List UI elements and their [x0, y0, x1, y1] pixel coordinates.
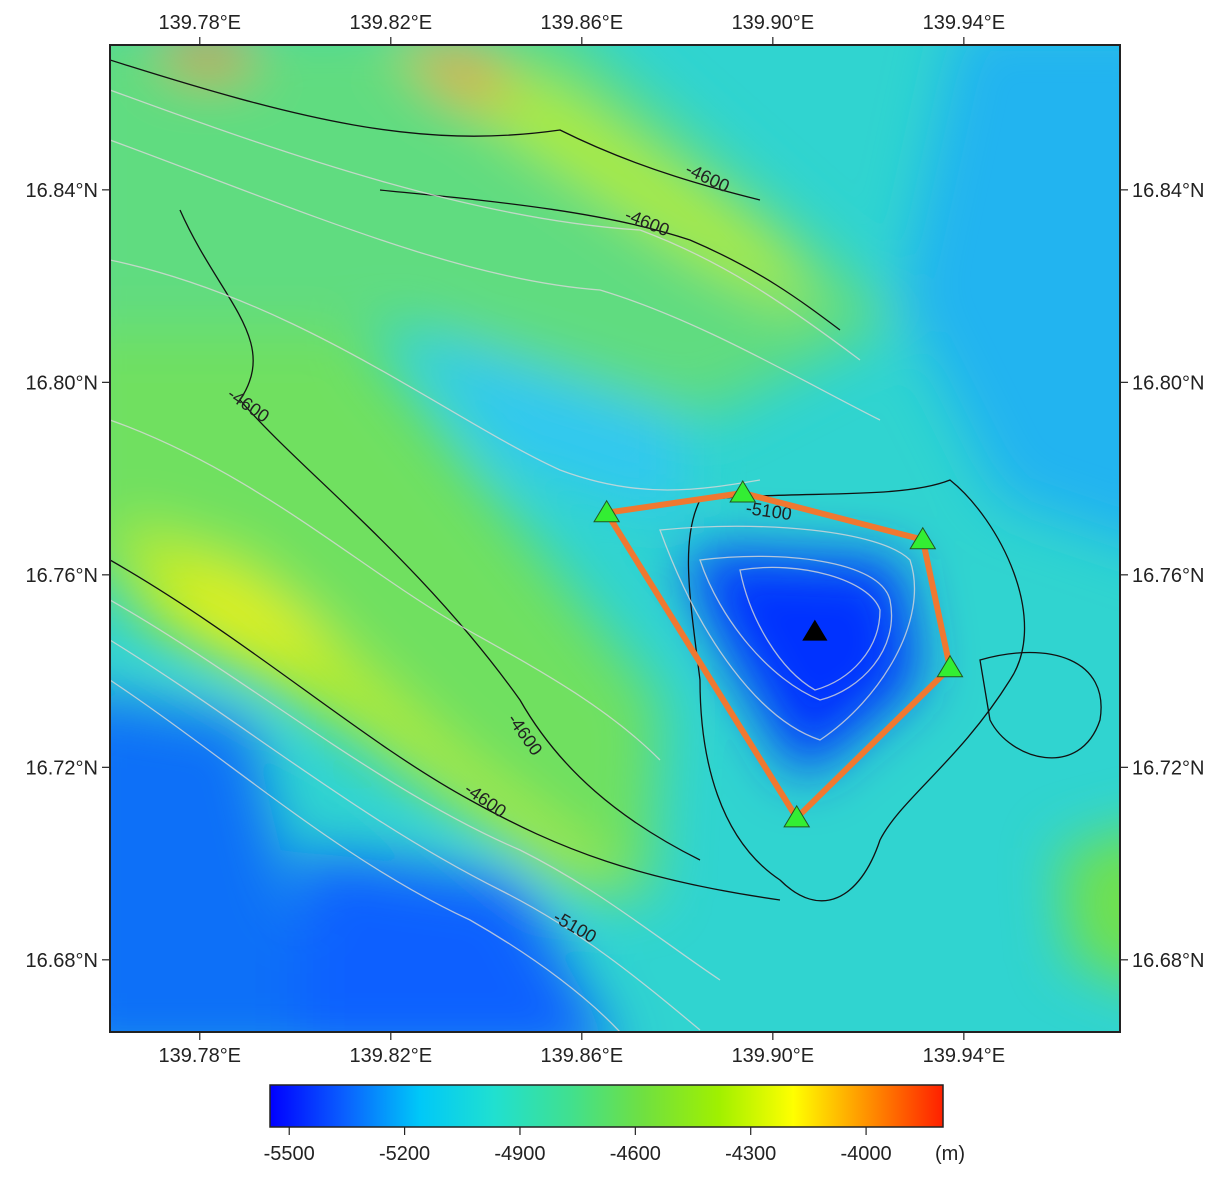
- map-frame: [109, 44, 1121, 1033]
- station-marker: [729, 480, 757, 503]
- lat-tick-label: 16.84°N: [26, 180, 99, 202]
- lat-tick-label: 16.84°N: [1132, 180, 1205, 202]
- lat-tick-label: 16.80°N: [1132, 372, 1205, 394]
- colorbar: [269, 1084, 944, 1128]
- lon-tick-label: 139.82°E: [350, 12, 433, 34]
- colorbar-unit: (m): [935, 1143, 965, 1165]
- colorbar-tick-label: -4000: [841, 1143, 892, 1165]
- lon-tick-label: 139.78°E: [159, 1045, 242, 1067]
- lon-tick-label: 139.86°E: [541, 12, 624, 34]
- station-marker: [909, 526, 937, 550]
- lat-tick-label: 16.68°N: [26, 950, 99, 972]
- station-marker: [936, 654, 964, 678]
- center-marker: [802, 619, 828, 641]
- lat-tick-label: 16.80°N: [26, 372, 99, 394]
- colorbar-tick-label: -4600: [610, 1143, 661, 1165]
- station-polygon: [603, 490, 953, 821]
- station-marker: [593, 499, 621, 523]
- contours: [110, 59, 1102, 1032]
- lon-tick-label: 139.82°E: [350, 1045, 433, 1067]
- lat-tick-label: 16.76°N: [26, 565, 99, 587]
- lon-tick-label: 139.90°E: [732, 1045, 815, 1067]
- lon-tick-label: 139.86°E: [541, 1045, 624, 1067]
- lat-tick-label: 16.68°N: [1132, 950, 1205, 972]
- bathymetry: -4600-4600-4600-5100-4600-4600-5100: [110, 45, 1120, 1032]
- lon-tick-label: 139.78°E: [159, 12, 242, 34]
- colorbar-tick-label: -4300: [725, 1143, 776, 1165]
- station-marker: [783, 804, 811, 828]
- lon-tick-label: 139.94°E: [923, 12, 1006, 34]
- colorbar-tick-label: -4900: [494, 1143, 545, 1165]
- lat-tick-label: 16.72°N: [26, 757, 99, 779]
- lon-tick-label: 139.90°E: [732, 12, 815, 34]
- colorbar-tick-label: -5200: [379, 1143, 430, 1165]
- lat-tick-label: 16.76°N: [1132, 565, 1205, 587]
- lat-tick-label: 16.72°N: [1132, 757, 1205, 779]
- lon-tick-label: 139.94°E: [923, 1045, 1006, 1067]
- colorbar-tick-label: -5500: [264, 1143, 315, 1165]
